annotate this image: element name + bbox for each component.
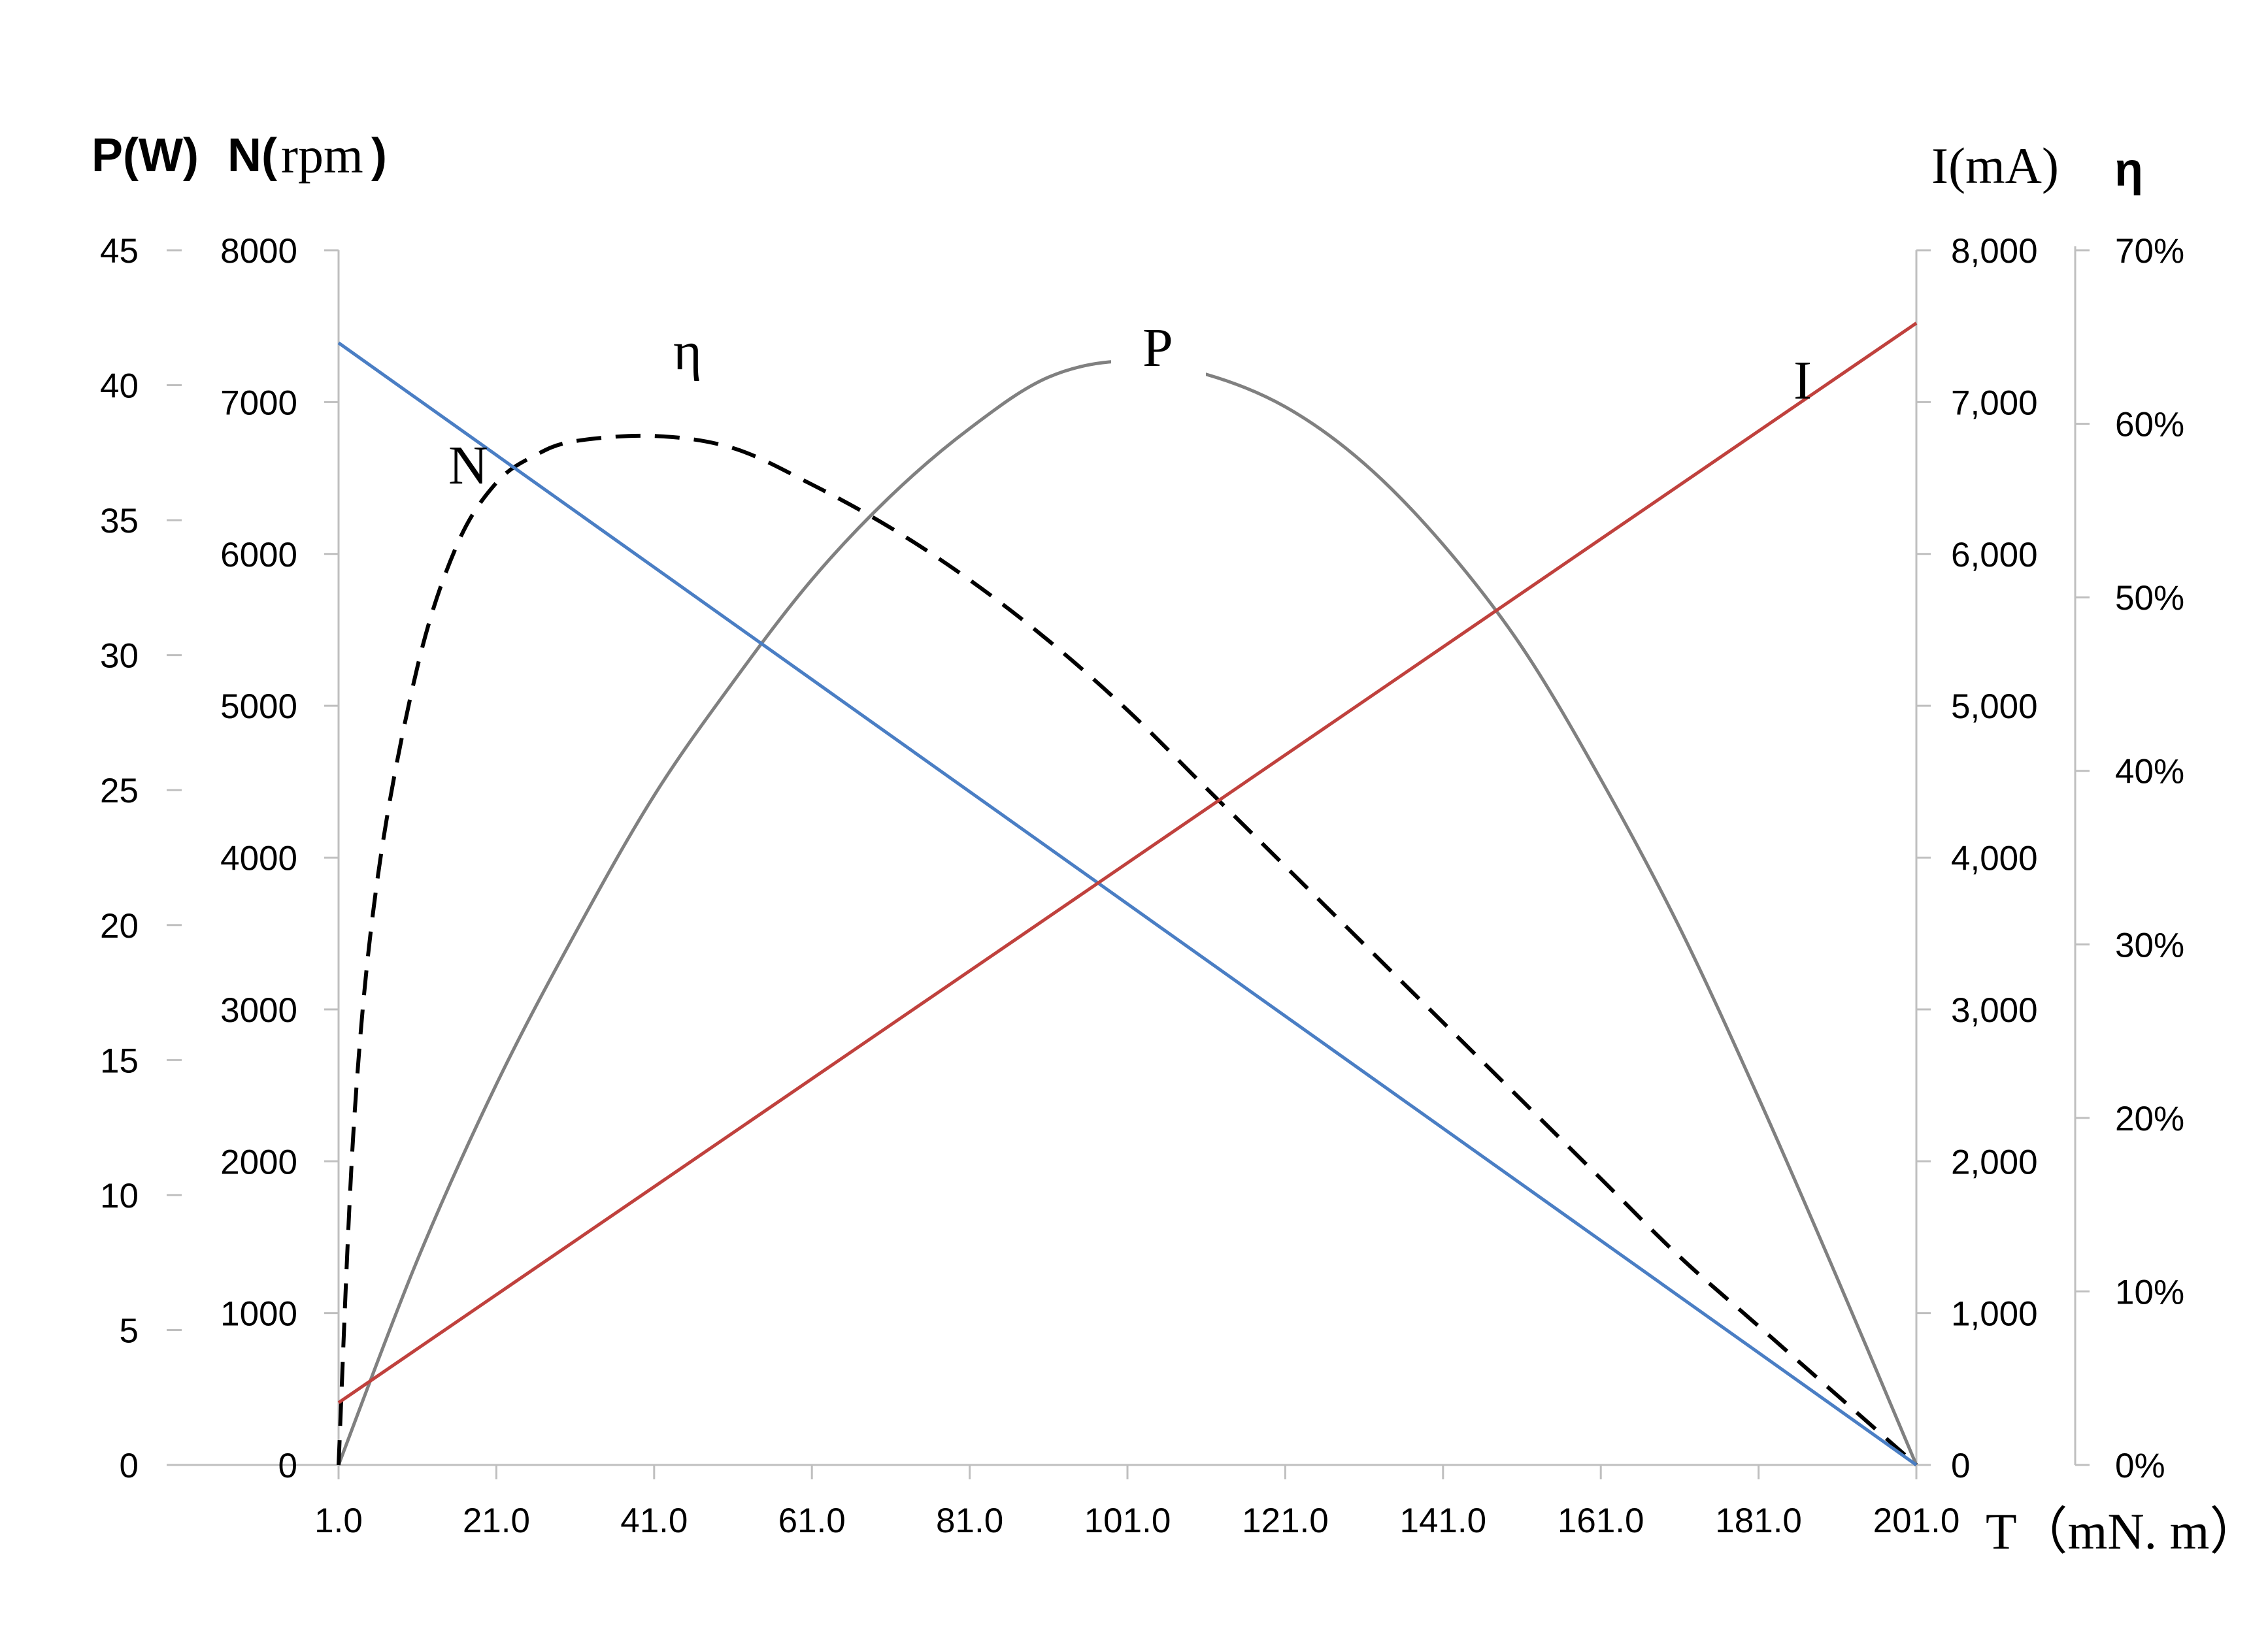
x-tick-label: 41.0 [620, 1502, 688, 1540]
series-eta-line [337, 433, 1918, 1467]
eta-axis-tick-label: 30% [2115, 926, 2184, 964]
n-axis-tick-label: 2000 [220, 1143, 297, 1181]
i-axis-tick-label: 0 [1951, 1447, 1970, 1485]
x-axis-title: T（mN. m） [1986, 1503, 2260, 1560]
n-axis-tick-label: 8000 [220, 232, 297, 271]
i-curve-label: I [1793, 350, 1812, 411]
x-tick-label: 161.0 [1558, 1502, 1644, 1540]
x-tick-label: 81.0 [936, 1502, 1003, 1540]
p-axis-tick-label: 45 [100, 232, 139, 271]
n-axis-tick-label: 6000 [220, 536, 297, 574]
series-n-line [337, 341, 1918, 1467]
p-axis-tick-label: 0 [120, 1447, 139, 1485]
i-axis-tick-label: 5,000 [1951, 687, 2038, 726]
n-curve-label: N [448, 435, 488, 496]
p-axis-tick-label: 40 [100, 367, 139, 406]
i-axis-tick-label: 3,000 [1951, 991, 2038, 1030]
x-tick-label: 1.0 [314, 1502, 363, 1540]
n-axis-title-unit: rpm [281, 127, 363, 184]
i-axis-tick-label: 7,000 [1951, 384, 2038, 422]
eta-axis-tick-label: 40% [2115, 753, 2184, 791]
p-label-gap [1111, 314, 1206, 389]
eta-axis-title: η [2114, 144, 2143, 196]
series-i-line [337, 321, 1918, 1404]
axes-layer: 1.0 21.0 41.0 61.0 81.0 101.0 121.0 141.0 161.0 1… [100, 232, 2184, 1540]
n-axis-tick-label: 1000 [220, 1295, 297, 1334]
n-axis-tick-label: 3000 [220, 991, 297, 1030]
p-axis-tick-label: 15 [100, 1042, 139, 1080]
n-axis-tick-label: 0 [278, 1447, 297, 1485]
p-axis-tick-label: 20 [100, 907, 139, 945]
i-axis-tick-label: 4,000 [1951, 840, 2038, 878]
eta-axis-tick-label: 50% [2115, 579, 2184, 617]
x-tick-label: 21.0 [463, 1502, 530, 1540]
eta-axis-tick-label: 70% [2115, 232, 2184, 271]
n-axis-tick-label: 4000 [220, 840, 297, 878]
n-axis-title-close: ) [371, 129, 387, 182]
x-tick-label: 101.0 [1084, 1502, 1171, 1540]
i-axis-title: I(mA) [1931, 137, 2059, 194]
eta-curve-label: η [673, 321, 702, 382]
n-axis-title-open: N( [227, 129, 277, 182]
p-axis-tick-label: 30 [100, 637, 139, 676]
eta-axis-tick-label: 0% [2115, 1447, 2165, 1485]
series-p-line [337, 359, 1918, 1466]
p-axis-tick-label: 25 [100, 772, 139, 810]
i-axis-tick-label: 1,000 [1951, 1295, 2038, 1334]
x-tick-label: 121.0 [1242, 1502, 1329, 1540]
labels-layer: P(W) N( rpm ) I(mA) η T（mN. m） N I P η [92, 127, 2260, 1560]
p-axis-tick-label: 5 [120, 1311, 139, 1350]
x-tick-label: 61.0 [778, 1502, 846, 1540]
x-tick-label: 181.0 [1715, 1502, 1802, 1540]
p-axis-tick-label: 35 [100, 502, 139, 540]
p-axis-title: P(W) [92, 129, 199, 182]
eta-axis-tick-label: 10% [2115, 1273, 2184, 1311]
series-layer [337, 314, 1918, 1467]
p-axis-tick-label: 10 [100, 1177, 139, 1215]
n-axis-tick-label: 5000 [220, 687, 297, 726]
x-tick-label: 141.0 [1399, 1502, 1486, 1540]
n-axis-tick-label: 7000 [220, 384, 297, 422]
x-tick-label: 201.0 [1873, 1502, 1960, 1540]
i-axis-tick-label: 2,000 [1951, 1143, 2038, 1181]
eta-axis-tick-label: 60% [2115, 406, 2184, 444]
i-axis-tick-label: 8,000 [1951, 232, 2038, 271]
eta-axis-tick-label: 20% [2115, 1100, 2184, 1138]
p-curve-label: P [1142, 318, 1173, 378]
i-axis-tick-label: 6,000 [1951, 536, 2038, 574]
